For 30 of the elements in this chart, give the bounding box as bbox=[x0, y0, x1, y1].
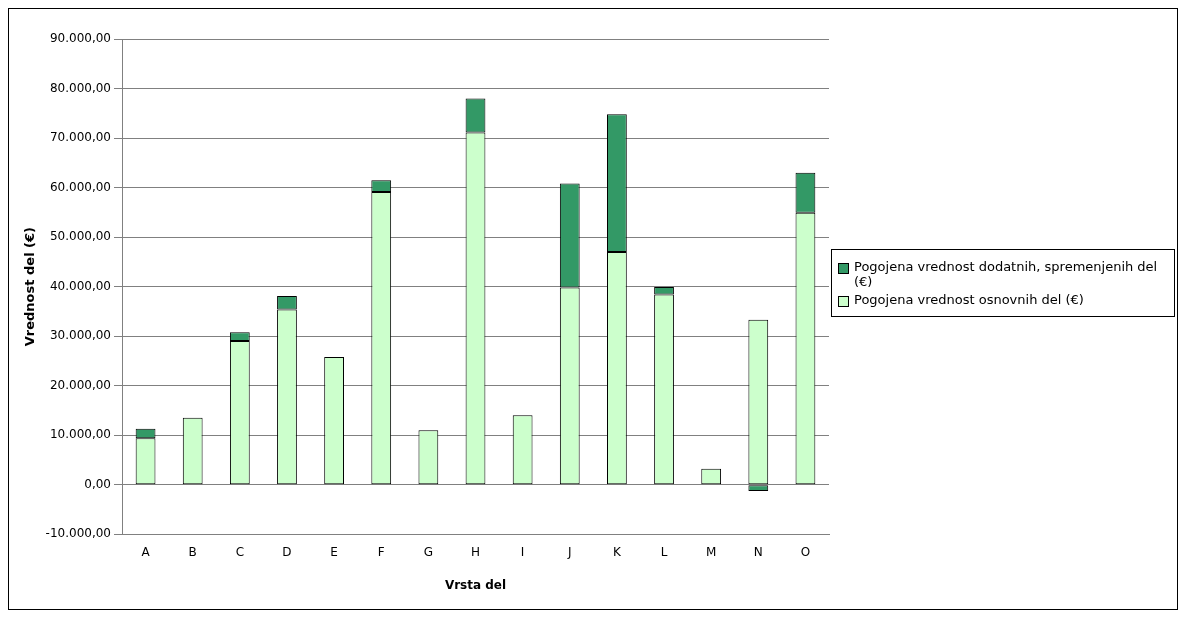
y-tick-label: 50.000,00 bbox=[49, 229, 111, 244]
y-tick-label: 80.000,00 bbox=[49, 80, 111, 95]
y-tick-label: 40.000,00 bbox=[49, 278, 111, 293]
x-axis-title: Vrsta del bbox=[444, 577, 507, 592]
y-tick-label: 90.000,00 bbox=[49, 31, 111, 46]
legend-label: Pogojena vrednost dodatnih, spremenjenih del (€) bbox=[854, 259, 1159, 289]
y-axis-title: Vrednost del (€) bbox=[22, 226, 38, 347]
x-tick-label: H bbox=[470, 544, 481, 559]
y-tick-label: -10.000,00 bbox=[45, 526, 111, 541]
x-tick-label: A bbox=[141, 544, 151, 559]
y-tick-label: 60.000,00 bbox=[49, 179, 111, 194]
y-tick-label: 20.000,00 bbox=[49, 377, 111, 392]
x-tick-label: D bbox=[282, 544, 292, 559]
x-tick-label: F bbox=[377, 544, 385, 559]
x-tick-label: C bbox=[235, 544, 245, 559]
x-tick-label: E bbox=[330, 544, 338, 559]
y-tick-label: 0,00 bbox=[84, 476, 111, 491]
x-tick-label: J bbox=[566, 544, 572, 559]
x-tick-label: K bbox=[612, 544, 622, 559]
x-tick-label: N bbox=[753, 544, 763, 559]
y-tick-label: 70.000,00 bbox=[49, 130, 111, 145]
y-tick-label: 30.000,00 bbox=[49, 328, 111, 343]
x-tick-label: M bbox=[705, 544, 717, 559]
x-tick-label: I bbox=[520, 544, 525, 559]
x-tick-label: L bbox=[660, 544, 668, 559]
x-tick-label: O bbox=[800, 544, 811, 559]
x-tick-label: B bbox=[188, 544, 197, 559]
legend-label: Pogojena vrednost osnovnih del (€) bbox=[854, 292, 1084, 307]
x-tick-label: G bbox=[423, 544, 434, 559]
y-tick-label: 10.000,00 bbox=[49, 427, 111, 442]
